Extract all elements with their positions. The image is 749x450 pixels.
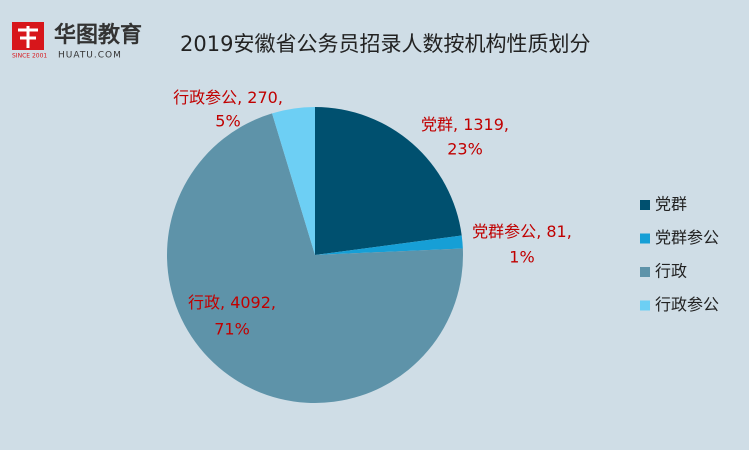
label-value: 81 [546,222,566,241]
chart-title: 2019安徽省公务员招录人数按机构性质划分 [180,32,590,56]
pie-slice [315,235,463,255]
label-separator: , [453,115,463,134]
pie-slice [167,113,464,404]
logo-glyph [18,26,38,48]
label-separator: , [220,293,230,312]
percent-label: 71% [214,320,250,339]
legend-swatch [640,300,650,311]
logo-since: SINCE 2001 [12,53,47,60]
legend-swatch [640,233,650,244]
data-label: 党群, 1319, [421,115,509,134]
legend-swatch [640,200,650,210]
data-label: 行政, 4092, [188,293,276,312]
percent-label: 1% [509,248,534,267]
pie-slice [315,107,462,255]
label-category: 行政 [188,293,220,312]
label-separator: , [278,88,283,107]
data-label: 党群参公, 81, [472,222,572,241]
label-value: 270 [247,88,278,107]
legend-label: 党群参公 [655,228,719,247]
legend-swatch [640,267,650,277]
legend-label: 行政参公 [655,295,719,314]
label-value: 4092 [230,293,271,312]
data-label: 行政参公, 270, [173,88,283,107]
label-separator: , [504,115,509,134]
label-category: 党群参公 [472,222,536,241]
percent-label: 5% [215,112,240,131]
label-separator: , [237,88,247,107]
legend-label: 行政 [655,262,687,281]
label-value: 1319 [463,115,504,134]
label-category: 行政参公 [173,88,237,107]
percent-label: 23% [447,140,483,159]
label-separator: , [536,222,546,241]
pie-slice [272,107,315,255]
label-category: 党群 [421,115,453,134]
logo-site: HUATU.COM [58,51,122,61]
label-separator: , [271,293,276,312]
label-separator: , [567,222,572,241]
logo-name: 华图教育 [54,22,142,48]
legend-label: 党群 [655,195,687,214]
